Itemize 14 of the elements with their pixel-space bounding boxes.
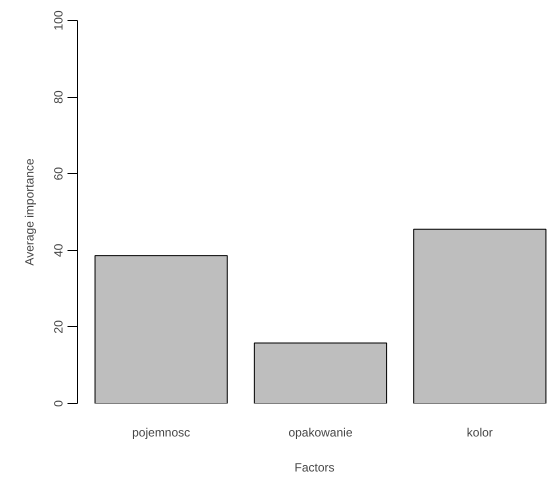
x-axis-title: Factors	[294, 460, 335, 474]
y-tick-label: 60	[52, 166, 66, 180]
x-tick-label: opakowanie	[288, 426, 353, 440]
y-tick-label: 40	[52, 243, 66, 257]
x-tick-label: kolor	[466, 426, 493, 440]
y-axis-title: Average importance	[22, 158, 36, 266]
y-tick-label: 100	[52, 10, 66, 31]
y-tick-label: 20	[52, 320, 66, 334]
x-tick-label: pojemnosc	[132, 426, 190, 440]
bar	[254, 342, 388, 404]
y-tick-label: 80	[52, 90, 66, 104]
y-tick-label: 0	[52, 400, 66, 407]
bar	[94, 255, 228, 404]
bar	[413, 228, 546, 404]
